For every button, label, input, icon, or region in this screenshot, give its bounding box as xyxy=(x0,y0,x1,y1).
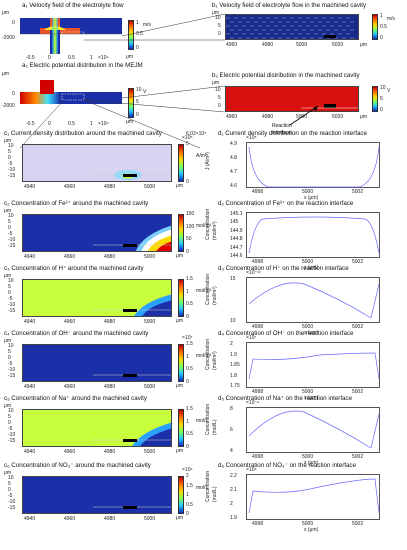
title-a2: a₂ Electric potential distribution in th… xyxy=(22,62,143,69)
title-b1: b₁ Velocity field of electrolyte flow in… xyxy=(212,2,367,9)
panel-a1 xyxy=(20,18,122,54)
title-d5: d₅ Concentration of Na⁺ on the reaction … xyxy=(218,395,353,402)
plot-d4 xyxy=(246,342,380,388)
colorbar-c6 xyxy=(178,476,184,514)
plot-d1 xyxy=(246,142,380,188)
plot-d3 xyxy=(246,277,380,323)
title-c4: c₄ Concentration of OH⁻ around the machi… xyxy=(4,330,149,337)
title-d1: d₁ Current density distribution on the r… xyxy=(218,130,367,137)
title-d2: d₂ Concentration of Fe³⁺ on the reaction… xyxy=(218,200,354,207)
title-c6: c₆ Concentration of NO₃⁻ around the mach… xyxy=(4,462,151,469)
title-c1: c₁ Current density distribution around t… xyxy=(4,130,162,137)
colorbar-c3 xyxy=(178,279,184,317)
panel-c5 xyxy=(22,409,172,447)
plot-d2 xyxy=(246,212,380,258)
panel-c3 xyxy=(22,279,172,317)
colorbar-c1 xyxy=(178,144,184,182)
panel-c6 xyxy=(22,476,172,514)
annotation-reaction: Reaction xyxy=(272,123,292,129)
colorbar-c2 xyxy=(178,214,184,252)
panel-b1 xyxy=(225,14,359,40)
colorbar-a1 xyxy=(128,20,134,50)
colorbar-c4 xyxy=(178,344,184,382)
colorbar-c5 xyxy=(178,409,184,447)
plot-d6 xyxy=(246,474,380,520)
colorbar-b1 xyxy=(372,14,378,40)
panel-c2 xyxy=(22,214,172,252)
title-d6: d₆ Concentration of NO₃⁻ on the reaction… xyxy=(218,462,356,469)
panel-a2 xyxy=(20,78,122,118)
title-d3: d₃ Concentration of H⁺ on the reaction i… xyxy=(218,265,349,272)
title-c2: c₂ Concentration of Fe²⁺ around the mach… xyxy=(4,200,149,207)
annotation-interface: interface xyxy=(272,130,292,136)
colorbar-b2 xyxy=(372,86,378,112)
title-a1: a₁ Velocity field of the electrolyte flo… xyxy=(22,2,124,9)
panel-c1 xyxy=(22,144,172,182)
title-c5: c₅ Concentration of Na⁺ around the machi… xyxy=(4,395,147,402)
panel-b2 xyxy=(225,86,359,112)
title-b2: b₂ Electric potential distribution in th… xyxy=(212,72,360,79)
plot-d5 xyxy=(246,407,380,453)
unit-a1: μm xyxy=(2,10,10,16)
title-d4: d₄ Concentration of OH⁻ on the reaction … xyxy=(218,330,354,337)
panel-c4 xyxy=(22,344,172,382)
title-c3: c₃ Concentration of H⁺ around the machin… xyxy=(4,265,144,272)
colorbar-a2 xyxy=(128,88,134,118)
